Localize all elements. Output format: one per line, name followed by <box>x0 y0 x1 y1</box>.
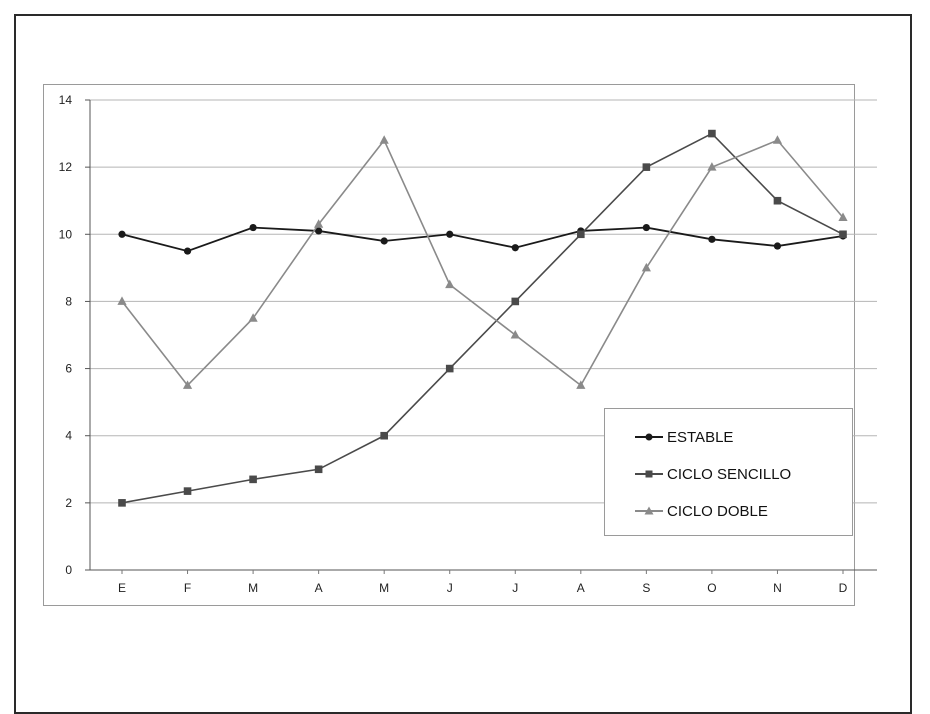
y-tick-label: 14 <box>59 93 73 107</box>
plot-area-frame <box>43 84 855 606</box>
legend-marker-circle <box>635 430 663 444</box>
x-tick-label: O <box>707 581 716 595</box>
data-point <box>773 196 782 205</box>
data-point <box>641 262 651 272</box>
data-point <box>511 244 519 252</box>
data-point <box>707 162 717 171</box>
legend: ESTABLE CICLO SENCILLO CICLO DOBLE <box>604 408 853 536</box>
data-point <box>642 163 651 171</box>
data-point <box>118 499 126 507</box>
series-lines <box>117 129 848 507</box>
series-line <box>121 226 844 253</box>
series-ciclo-sencillo <box>118 129 847 507</box>
y-tick-label: 10 <box>59 227 73 241</box>
x-tick-label: J <box>447 581 453 595</box>
x-tick-label: E <box>118 581 126 595</box>
y-tick-label: 2 <box>65 496 72 510</box>
data-point <box>183 247 192 255</box>
data-point <box>511 297 520 306</box>
x-tick-label: A <box>577 581 585 595</box>
x-tick-label: A <box>315 581 323 595</box>
legend-label: ESTABLE <box>667 428 734 446</box>
data-point <box>510 330 520 339</box>
legend-marker-square <box>635 467 663 481</box>
data-point <box>249 475 257 484</box>
data-point <box>445 364 454 373</box>
data-point <box>314 465 323 474</box>
x-tick-label: M <box>379 581 389 595</box>
data-point <box>315 227 323 235</box>
data-point <box>642 223 650 232</box>
data-point <box>118 230 126 238</box>
data-point <box>708 235 716 243</box>
series-line <box>121 132 844 504</box>
axes <box>85 99 877 574</box>
data-point <box>380 237 388 245</box>
series-estable <box>118 223 847 255</box>
data-point <box>576 380 586 389</box>
x-tick-label: D <box>839 581 848 595</box>
legend-item-estable: ESTABLE <box>635 427 733 447</box>
data-point <box>183 487 192 495</box>
legend-item-ciclo-doble: CICLO DOBLE <box>635 501 768 521</box>
legend-item-ciclo-sencillo: CICLO SENCILLO <box>635 464 791 484</box>
line-chart: 0 2 4 6 8 10 12 14 E F M A M J J A S O N D <box>59 93 877 595</box>
data-point <box>772 135 783 144</box>
data-point <box>446 230 454 238</box>
legend-label: CICLO DOBLE <box>667 502 768 520</box>
data-point <box>838 212 848 221</box>
data-point <box>839 230 847 239</box>
data-point <box>445 279 455 289</box>
data-point <box>182 380 193 389</box>
x-tick-label: M <box>248 581 258 595</box>
data-point <box>708 129 716 138</box>
data-point <box>249 223 257 232</box>
x-tick-label: J <box>512 581 518 595</box>
y-tick-label: 0 <box>65 563 72 577</box>
data-point <box>379 135 389 144</box>
x-tick-label: F <box>184 581 191 595</box>
series-line <box>121 138 844 387</box>
data-point <box>314 219 324 228</box>
tick-labels: 0 2 4 6 8 10 12 14 E F M A M J J A S O N D <box>59 93 848 595</box>
y-tick-label: 8 <box>65 294 72 308</box>
data-point <box>248 313 258 322</box>
legend-marker-triangle <box>635 504 663 518</box>
y-tick-label: 12 <box>59 160 73 174</box>
x-tick-label: N <box>773 581 782 595</box>
data-point <box>117 296 127 305</box>
legend-label: CICLO SENCILLO <box>667 465 792 483</box>
data-point <box>577 230 585 239</box>
y-tick-label: 6 <box>65 362 72 376</box>
data-point <box>773 242 782 250</box>
x-tick-label: S <box>642 581 650 595</box>
data-point <box>380 431 388 440</box>
chart-frame <box>14 14 912 714</box>
y-tick-label: 4 <box>65 429 72 443</box>
series-ciclo-doble <box>117 135 848 389</box>
